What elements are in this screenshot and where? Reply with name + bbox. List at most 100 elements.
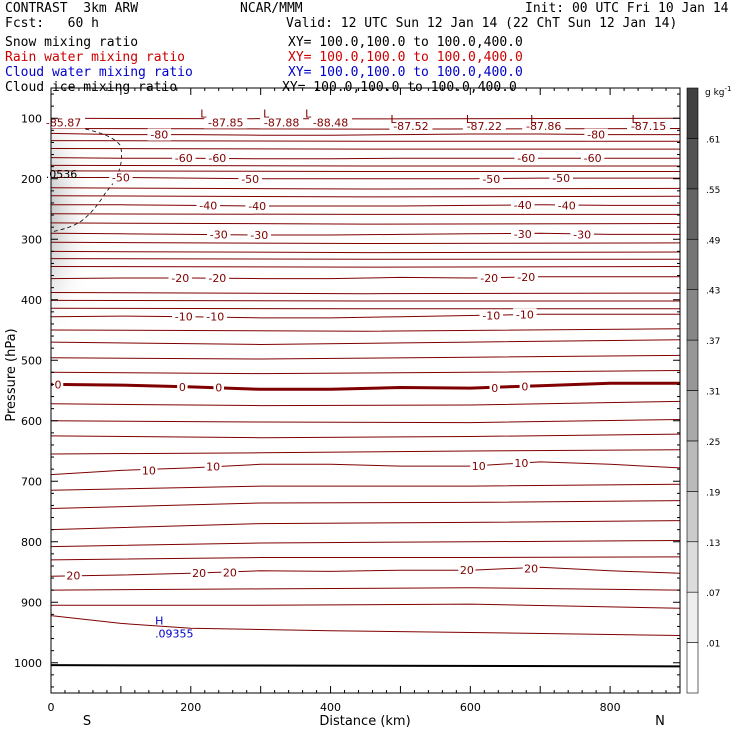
axes-layer: 0 200 400 600 800100200300400500600700800900… [14,87,681,714]
x-tick-label: 400 [320,701,341,714]
isotherm-line [51,187,680,190]
isotherm-line [51,419,680,424]
cloud-ice-shading [51,115,123,335]
contour-label: 20 [192,567,206,580]
y-tick-label: 900 [21,596,42,609]
isotherm-line [51,250,680,254]
minimum-value-label-bg [522,120,566,133]
isotherm-line [51,170,680,172]
contour-label-bg [522,562,540,575]
minimum-value-label-bg [260,116,304,129]
contour-label-bg [203,310,227,323]
contour-label-bg [196,199,220,212]
contour-label: -50 [241,173,259,186]
contour-label-bg [238,172,262,185]
contour-label-bg [519,380,531,393]
field-cloud-water-name: Cloud water mixing ratio [5,65,193,80]
isotherm-line [51,587,680,591]
contour-label: -40 [558,199,576,212]
isotherm-line [51,148,680,150]
contour-label-bg [512,457,530,470]
isotherm-line [51,400,680,407]
isotherm-line [51,615,680,636]
contour-label: -20 [517,271,535,284]
isotherm-line [51,164,680,167]
isotherm-line [51,500,680,509]
plot-frame [50,87,681,694]
colorbar-label: .25 [706,438,720,448]
contour-label: -10 [206,311,224,324]
contour-label: -10 [516,308,534,321]
colorbar-swatch [686,188,699,240]
model-title: CONTRAST 3km ARW [5,1,139,16]
colorbar-label: .49 [706,236,721,246]
contour-label-bg [570,228,594,241]
colorbar-label: .43 [706,287,720,297]
contour-label: -60 [175,152,193,165]
minimum-value-label: -85.87 [46,116,81,129]
isotherm-line [51,292,680,295]
forecast-hour: Fcst: 60 h [5,16,99,31]
contour-label-bg [221,566,239,579]
minimum-value-label-bg [42,116,86,129]
contour-label: 0 [521,380,528,393]
contour-label: -10 [175,311,193,324]
colorbar-swatch [686,642,699,694]
isotherm-line [51,540,680,548]
isotherm-line [51,328,680,332]
cloud-ice-max-label: .0536 [46,168,78,181]
isotherm-line [51,195,680,198]
x-axis-title: Distance (km) [319,714,410,729]
contour-label-bg [205,271,230,284]
contour-label-bg [52,378,64,391]
y-tick-label: 700 [21,475,42,488]
colorbar-label: .61 [706,135,720,145]
colorbar-label: .37 [706,337,720,347]
minimum-value-label-bg [627,120,671,133]
minimum-value-label: -87.85 [208,116,243,129]
isotherm-line [51,140,680,142]
minimum-value-label: -87.86 [526,120,561,133]
colorbar-swatch [686,289,699,341]
contour-label: -20 [480,272,498,285]
y-axis-title: Pressure (hPa) [4,328,19,421]
isotherm-line [51,449,680,455]
isotherm-layer [51,117,680,668]
contour-label: -40 [199,199,217,212]
contour-label: 0 [54,378,61,391]
colorbar: .01 .07 .13 .19 .25 .31 .37 .43 .49 .55 .61 [686,87,721,694]
field-rain-xy: XY= 100.0,100.0 to 100.0,400.0 [288,50,523,65]
center-title: NCAR/MMM [240,1,303,16]
contour-label-bg [205,152,230,165]
low-marker: L [466,113,473,126]
y-tick-label: 800 [21,536,42,549]
contour-label: -50 [112,172,130,185]
isotherm-0 [51,381,680,391]
minimum-value-label-bg [389,120,433,133]
contour-label: -80 [587,129,605,142]
y-tick-label: 600 [21,415,42,428]
contour-label: 10 [472,460,486,473]
contour-label-bg [479,172,504,185]
contour-label-layer: -80 -80 -60 -60 -60 -60 -50 -50 -50 -50 -40 -40 -40 -… [42,107,671,640]
isotherm-line [51,117,680,120]
contour-label-bg [213,381,224,394]
contour-label-bg [513,308,537,321]
isotherm-line [51,258,680,260]
init-time: Init: 00 UTC Fri 10 Jan 14 [525,1,729,16]
contour-label-bg [172,152,196,165]
y-tick-label: 100 [21,112,42,125]
colorbar-label: .07 [706,589,720,599]
contour-label: -40 [248,200,266,213]
colorbar-swatch [686,138,699,190]
colorbar-swatch [686,87,699,139]
low-marker: L [632,113,639,126]
field-cloud-water-xy: XY= 100.0,100.0 to 100.0,400.0 [288,65,523,80]
contour-label-bg [140,464,158,477]
contour-label: -40 [514,199,532,212]
colorbar-swatch [686,541,699,593]
colorbar-label: .01 [706,640,720,650]
contour-label-bg [177,380,188,393]
contour-label-bg [206,228,231,241]
